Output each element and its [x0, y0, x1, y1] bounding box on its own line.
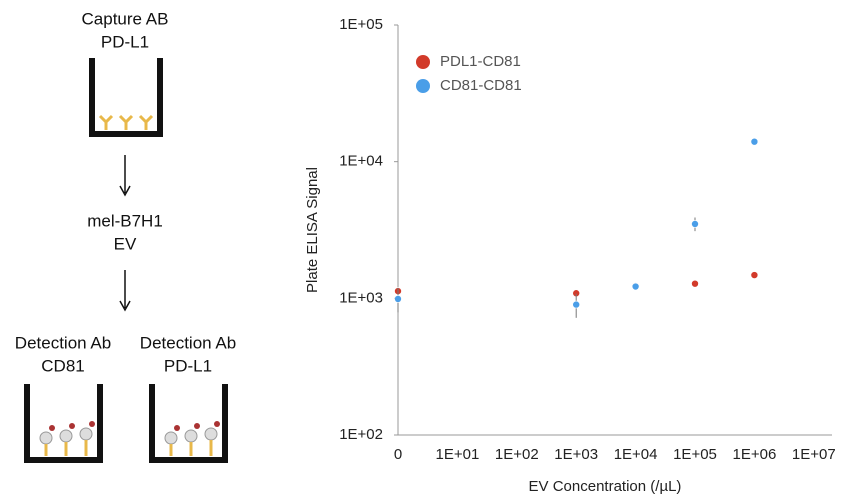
detection-tags [49, 421, 220, 431]
point [394, 295, 402, 303]
legend-marker [416, 79, 430, 93]
well [24, 384, 103, 463]
well [89, 58, 163, 137]
point [691, 220, 699, 228]
antibodies [44, 440, 213, 456]
y-tick-label: 1E+02 [339, 426, 383, 443]
point [750, 137, 759, 146]
step-label: Detection Ab [15, 333, 111, 352]
y-tick-label: 1E+03 [339, 289, 383, 306]
step-label: Capture AB [82, 9, 169, 28]
y-axis-label: Plate ELISA Signal [304, 167, 321, 293]
legend-label: CD81-CD81 [440, 77, 522, 94]
legend-marker [416, 55, 430, 69]
x-tick-label: 1E+02 [495, 446, 539, 463]
y-tick-label: 1E+04 [339, 153, 383, 170]
step-label: mel-B7H1 [87, 211, 163, 230]
step-label: EV [114, 234, 137, 253]
well [149, 384, 228, 463]
step-label: PD-L1 [101, 32, 149, 51]
x-tick-label: 1E+04 [614, 446, 658, 463]
step-label: PD-L1 [164, 356, 212, 375]
step-label: Detection Ab [140, 333, 236, 352]
x-axis-label: EV Concentration (/µL) [529, 478, 682, 495]
point [631, 282, 640, 291]
assay-diagram: Capture AB PD-L1 mel-B7H1 EV Detection A… [15, 9, 236, 463]
step-label: CD81 [41, 356, 84, 375]
y-tick-label: 1E+05 [339, 16, 383, 33]
x-tick-label: 0 [394, 446, 402, 463]
point [572, 300, 581, 309]
x-tick-label: 1E+06 [733, 446, 777, 463]
x-tick-label: 1E+01 [436, 446, 480, 463]
point [750, 271, 759, 279]
x-tick-label: 1E+03 [554, 446, 598, 463]
arrow [119, 155, 131, 197]
antibodies [98, 114, 154, 130]
legend-label: PDL1-CD81 [440, 53, 521, 70]
chart: EV Concentration (/µL) Plate ELISA Signa… [304, 16, 836, 495]
x-tick-label: 1E+05 [673, 446, 717, 463]
x-tick-label: 1E+07 [792, 446, 836, 463]
point [691, 279, 699, 288]
arrow [119, 270, 131, 312]
complexes [39, 427, 218, 445]
